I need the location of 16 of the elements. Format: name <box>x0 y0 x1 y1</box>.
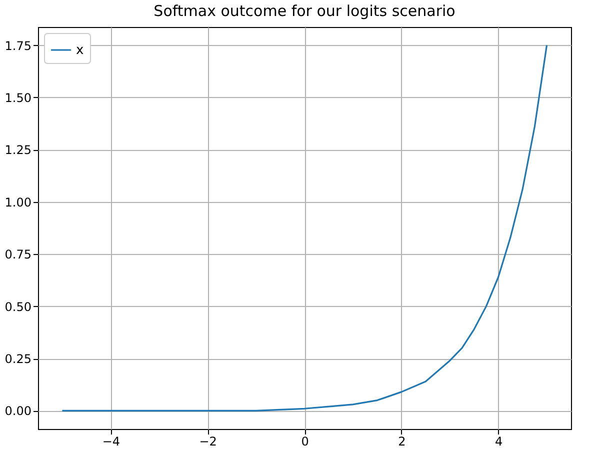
x-tick-label: 2 <box>398 434 406 448</box>
y-tick-label: 0.00 <box>4 404 32 418</box>
y-tick-label: 0.25 <box>4 352 32 366</box>
y-tick-label: 0.75 <box>4 248 32 262</box>
line-series <box>61 44 548 412</box>
legend-label: x <box>76 43 84 58</box>
x-tick-label: 0 <box>301 434 309 448</box>
x-tick-label: −2 <box>199 434 217 448</box>
y-tick-label: 0.50 <box>4 300 32 314</box>
x-tick-label: −4 <box>102 434 120 448</box>
y-tick-label: 1.25 <box>4 143 32 158</box>
y-tick-label: 1.50 <box>4 90 32 105</box>
x-tick-label: 4 <box>495 434 503 448</box>
y-tick-label: 1.75 <box>4 38 32 53</box>
y-tick-label: 1.00 <box>4 195 32 210</box>
chart-title: Softmax outcome for our logits scenario <box>154 2 456 20</box>
